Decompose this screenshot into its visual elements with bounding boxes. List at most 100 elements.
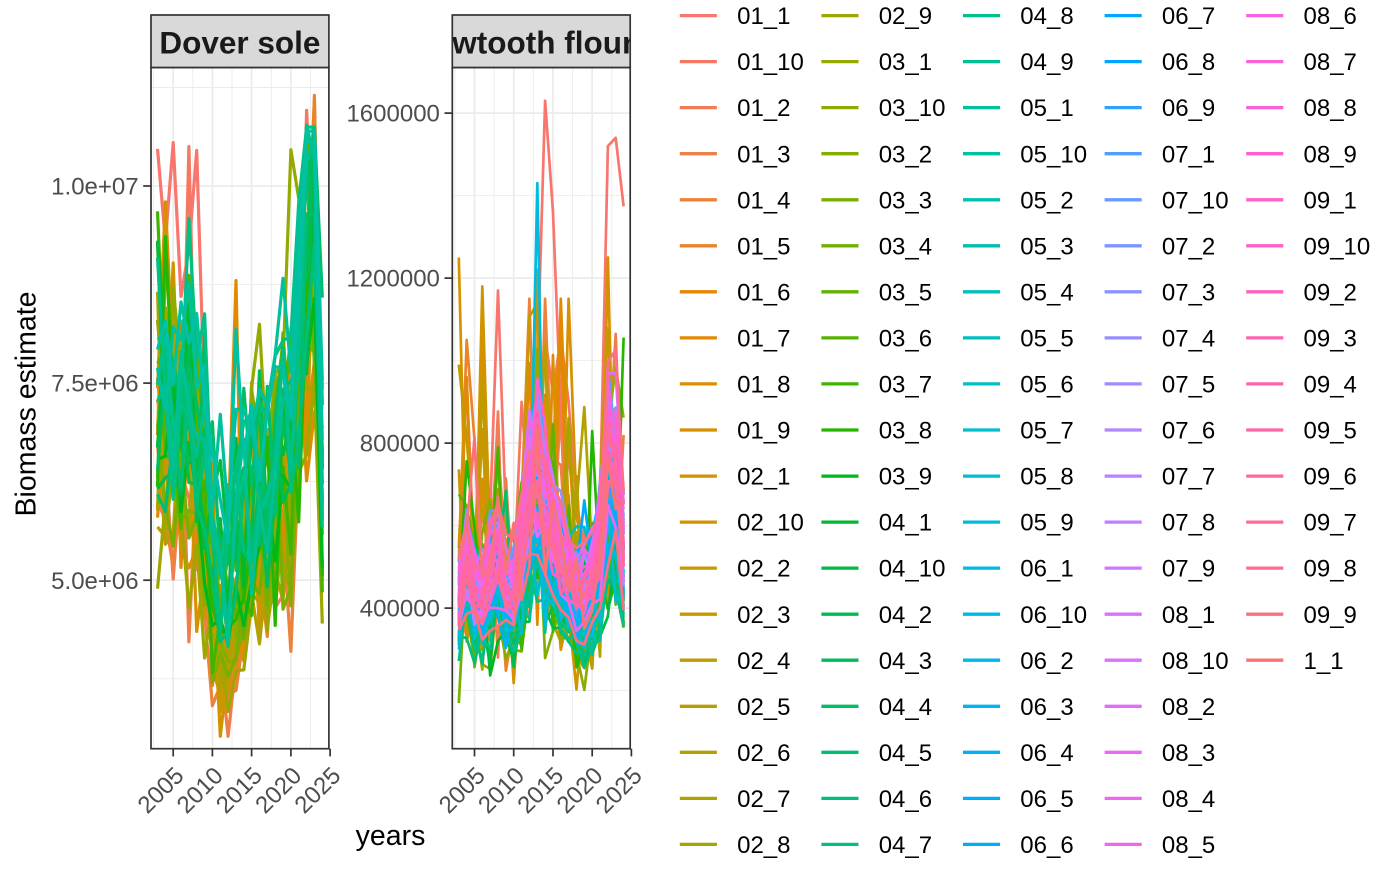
svg-text:01_5: 01_5 [737,233,790,260]
svg-text:06_9: 06_9 [1162,95,1215,122]
svg-text:09_4: 09_4 [1304,372,1357,399]
svg-text:05_4: 05_4 [1020,279,1073,306]
svg-text:07_4: 07_4 [1162,326,1215,353]
svg-text:05_6: 05_6 [1020,372,1073,399]
svg-text:09_2: 09_2 [1304,279,1357,306]
svg-text:Biomass estimate: Biomass estimate [11,292,43,517]
svg-text:04_5: 04_5 [879,740,932,767]
svg-text:01_4: 01_4 [737,187,790,214]
svg-text:07_9: 07_9 [1162,556,1215,583]
svg-text:1600000: 1600000 [346,101,439,128]
svg-text:08_7: 08_7 [1304,49,1357,76]
svg-text:07_3: 07_3 [1162,279,1215,306]
svg-text:03_8: 03_8 [879,418,932,445]
svg-text:5.0e+06: 5.0e+06 [51,568,138,595]
svg-text:02_1: 02_1 [737,464,790,491]
svg-text:03_1: 03_1 [879,49,932,76]
svg-text:1200000: 1200000 [346,266,439,293]
svg-text:02_10: 02_10 [737,510,804,537]
svg-text:06_7: 06_7 [1162,3,1215,30]
svg-text:09_1: 09_1 [1304,187,1357,214]
svg-text:Arrowtooth flounder: Arrowtooth flounder [386,24,690,60]
svg-text:02_9: 02_9 [879,3,932,30]
svg-text:07_10: 07_10 [1162,187,1229,214]
svg-text:05_9: 05_9 [1020,510,1073,537]
svg-text:05_2: 05_2 [1020,187,1073,214]
svg-text:07_5: 07_5 [1162,372,1215,399]
svg-text:01_7: 01_7 [737,326,790,353]
svg-text:08_5: 08_5 [1162,832,1215,859]
svg-text:08_6: 08_6 [1304,3,1357,30]
svg-text:07_1: 07_1 [1162,141,1215,168]
svg-text:7.5e+06: 7.5e+06 [51,371,138,398]
svg-text:06_8: 06_8 [1162,49,1215,76]
svg-text:01_8: 01_8 [737,372,790,399]
svg-text:09_8: 09_8 [1304,556,1357,583]
svg-text:06_1: 06_1 [1020,556,1073,583]
svg-text:01_3: 01_3 [737,141,790,168]
svg-text:01_2: 01_2 [737,95,790,122]
svg-text:800000: 800000 [360,431,440,458]
svg-text:09_9: 09_9 [1304,602,1357,629]
svg-text:02_3: 02_3 [737,602,790,629]
svg-text:08_1: 08_1 [1162,602,1215,629]
svg-text:05_5: 05_5 [1020,326,1073,353]
svg-text:04_4: 04_4 [879,694,932,721]
svg-text:Dover sole: Dover sole [159,24,320,60]
svg-text:01_10: 01_10 [737,49,804,76]
svg-text:09_7: 09_7 [1304,510,1357,537]
svg-text:04_2: 04_2 [879,602,932,629]
svg-text:03_2: 03_2 [879,141,932,168]
svg-text:03_3: 03_3 [879,187,932,214]
svg-text:07_6: 07_6 [1162,418,1215,445]
svg-text:04_10: 04_10 [879,556,946,583]
svg-text:04_7: 04_7 [879,832,932,859]
svg-text:02_2: 02_2 [737,556,790,583]
svg-text:400000: 400000 [360,596,440,623]
svg-text:years: years [356,820,426,852]
svg-text:06_5: 06_5 [1020,786,1073,813]
svg-text:04_3: 04_3 [879,648,932,675]
svg-text:08_8: 08_8 [1304,95,1357,122]
svg-text:09_5: 09_5 [1304,418,1357,445]
svg-text:02_7: 02_7 [737,786,790,813]
svg-text:03_10: 03_10 [879,95,946,122]
svg-text:06_2: 06_2 [1020,648,1073,675]
svg-text:09_6: 09_6 [1304,464,1357,491]
svg-text:05_3: 05_3 [1020,233,1073,260]
svg-text:04_1: 04_1 [879,510,932,537]
svg-text:01_9: 01_9 [737,418,790,445]
svg-text:02_6: 02_6 [737,740,790,767]
svg-text:08_2: 08_2 [1162,694,1215,721]
svg-text:01_1: 01_1 [737,3,790,30]
svg-text:05_10: 05_10 [1020,141,1087,168]
svg-text:02_8: 02_8 [737,832,790,859]
svg-text:09_10: 09_10 [1304,233,1371,260]
svg-text:07_7: 07_7 [1162,464,1215,491]
svg-text:03_7: 03_7 [879,372,932,399]
svg-text:07_2: 07_2 [1162,233,1215,260]
svg-text:03_9: 03_9 [879,464,932,491]
svg-text:08_10: 08_10 [1162,648,1229,675]
svg-text:05_1: 05_1 [1020,95,1073,122]
svg-text:05_8: 05_8 [1020,464,1073,491]
svg-text:07_8: 07_8 [1162,510,1215,537]
svg-text:04_6: 04_6 [879,786,932,813]
svg-text:06_10: 06_10 [1020,602,1087,629]
svg-text:1.0e+07: 1.0e+07 [51,174,138,201]
svg-text:06_3: 06_3 [1020,694,1073,721]
svg-text:05_7: 05_7 [1020,418,1073,445]
svg-text:1_1: 1_1 [1304,648,1344,675]
svg-text:03_5: 03_5 [879,279,932,306]
svg-text:04_8: 04_8 [1020,3,1073,30]
svg-text:08_3: 08_3 [1162,740,1215,767]
svg-text:03_4: 03_4 [879,233,932,260]
svg-text:04_9: 04_9 [1020,49,1073,76]
svg-text:03_6: 03_6 [879,326,932,353]
svg-text:01_6: 01_6 [737,279,790,306]
svg-text:08_4: 08_4 [1162,786,1215,813]
svg-text:06_6: 06_6 [1020,832,1073,859]
svg-text:02_5: 02_5 [737,694,790,721]
svg-text:06_4: 06_4 [1020,740,1073,767]
svg-text:09_3: 09_3 [1304,326,1357,353]
